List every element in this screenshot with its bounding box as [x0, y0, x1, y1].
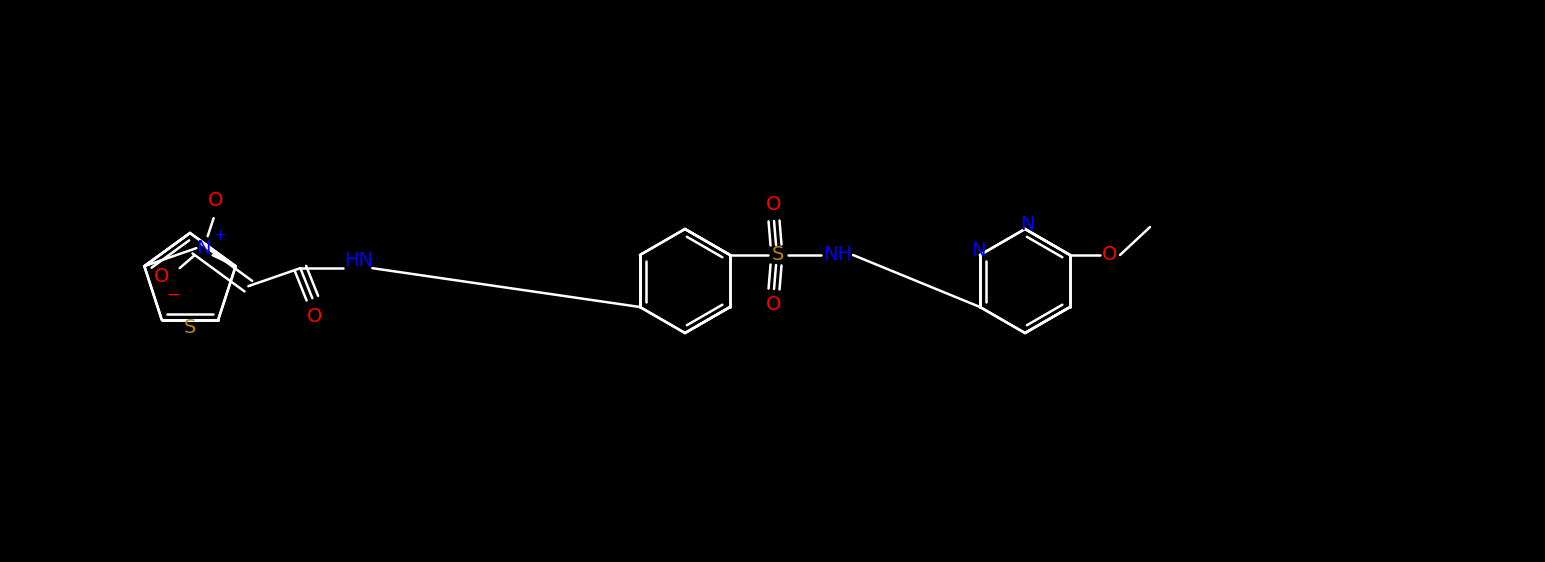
Text: −: − — [167, 285, 181, 303]
Text: S: S — [772, 246, 785, 265]
Text: N: N — [196, 239, 212, 257]
Text: O: O — [306, 307, 321, 325]
Text: O: O — [766, 196, 782, 215]
Text: HN: HN — [345, 251, 372, 270]
Text: O: O — [154, 266, 170, 285]
Text: S: S — [184, 318, 196, 337]
Text: O: O — [766, 296, 782, 315]
Text: O: O — [1102, 246, 1117, 265]
Text: N: N — [1020, 215, 1034, 234]
Text: N: N — [970, 242, 986, 261]
Text: NH: NH — [823, 246, 853, 265]
Text: O: O — [209, 191, 224, 210]
Text: +: + — [213, 228, 226, 243]
